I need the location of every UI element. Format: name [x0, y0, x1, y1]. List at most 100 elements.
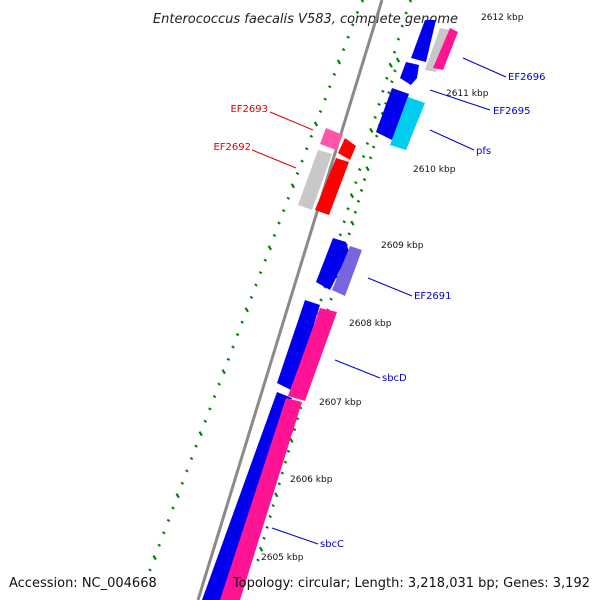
gene-EF2693-red[interactable]: [338, 138, 356, 160]
genome-title: Enterococcus faecalis V583, complete gen…: [153, 12, 458, 27]
label-EF2691[interactable]: EF2691: [414, 291, 452, 302]
tick-mark: [338, 233, 343, 237]
tick-mark: [377, 102, 381, 106]
scale-label-2611: 2611 kbp: [446, 89, 489, 99]
tick-mark: [387, 90, 391, 95]
tick-mark: [290, 183, 296, 189]
gene-sbcC-forward[interactable]: [202, 392, 292, 600]
tick-mark: [319, 298, 323, 302]
tick-mark: [194, 444, 198, 448]
tick-mark: [189, 456, 194, 461]
gene-EF2692-red[interactable]: [315, 158, 349, 215]
tick-mark: [365, 166, 370, 172]
gene-EF2692-gray[interactable]: [298, 150, 332, 210]
connector-EF2691: [367, 277, 413, 297]
tick-mark: [332, 72, 337, 76]
connector-EF2695: [429, 89, 491, 111]
tick-mark: [244, 307, 249, 313]
tick-mark: [265, 525, 269, 530]
tick-mark: [347, 232, 352, 236]
tick-mark: [336, 59, 342, 65]
gene-sbcD-reverse[interactable]: [288, 308, 337, 401]
gene-sbcD-forward[interactable]: [277, 300, 320, 391]
scale-label-2606: 2606 kbp: [290, 475, 333, 485]
tick-mark: [354, 180, 358, 185]
topology-text: Topology: circular; Length: 3,218,031 bp…: [232, 576, 590, 591]
gene-pfs-cyan[interactable]: [390, 97, 425, 150]
tick-mark: [361, 154, 366, 159]
tick-mark: [267, 245, 272, 251]
tick-mark: [157, 543, 161, 547]
tick-mark: [365, 141, 370, 146]
tick-guides: [148, 0, 413, 576]
tick-mark: [268, 514, 272, 519]
label-EF2696[interactable]: EF2696: [508, 72, 546, 83]
tick-mark: [359, 188, 364, 193]
gene-EF2696-gray[interactable]: [425, 28, 450, 72]
tick-mark: [152, 555, 157, 561]
gene-pfs-blue[interactable]: [376, 88, 409, 140]
tick-mark: [341, 47, 346, 52]
tick-mark: [300, 159, 304, 163]
gene-EF2695[interactable]: [400, 62, 419, 85]
accession-text: Accession: NC_004668: [9, 576, 157, 591]
gene-EF2691-blue[interactable]: [316, 238, 349, 290]
tick-mark: [274, 492, 279, 498]
tick-mark: [346, 207, 350, 211]
label-sbcD[interactable]: sbcD: [382, 373, 407, 384]
tick-mark: [217, 382, 221, 386]
connector-sbcC: [271, 527, 319, 545]
tick-mark: [373, 115, 377, 120]
label-EF2695[interactable]: EF2695: [493, 106, 531, 117]
tick-mark: [351, 23, 355, 27]
tick-mark: [385, 76, 389, 80]
tick-mark: [350, 220, 355, 226]
gene-EF2691-purple[interactable]: [332, 246, 362, 296]
tick-mark: [393, 69, 397, 73]
tick-mark: [289, 437, 294, 444]
tick-mark: [271, 504, 275, 508]
tick-mark: [249, 295, 254, 300]
gene-EF2696-blue[interactable]: [411, 20, 436, 62]
gene-features: [202, 20, 458, 600]
label-pfs[interactable]: pfs: [476, 146, 491, 157]
tick-mark: [368, 156, 373, 160]
gene-EF2696-pink[interactable]: [433, 28, 458, 70]
connector-EF2693: [269, 111, 314, 131]
tick-mark: [171, 506, 175, 510]
tick-mark: [286, 449, 291, 453]
tick-mark: [263, 258, 267, 262]
tick-mark: [327, 85, 332, 89]
tick-mark: [360, 0, 365, 3]
scale-labels: 2612 kbp 2611 kbp 2610 kbp 2609 kbp 2608…: [261, 13, 524, 563]
tick-mark: [355, 10, 360, 15]
tick-mark: [392, 50, 397, 54]
scale-label-2610: 2610 kbp: [413, 165, 456, 175]
label-sbcC[interactable]: sbcC: [320, 539, 344, 550]
tick-mark: [262, 536, 266, 540]
tick-mark: [212, 394, 217, 399]
label-EF2692[interactable]: EF2692: [213, 142, 251, 153]
gene-sbcC-reverse[interactable]: [220, 398, 302, 600]
tick-mark: [162, 531, 166, 535]
scale-label-2609: 2609 kbp: [381, 241, 424, 251]
tick-mark: [356, 199, 361, 203]
tick-mark: [309, 134, 314, 138]
label-connectors: [251, 57, 507, 545]
tick-mark: [258, 270, 263, 275]
tick-mark: [226, 357, 231, 361]
label-EF2693[interactable]: EF2693: [230, 104, 268, 115]
tick-mark: [357, 167, 362, 172]
tick-mark: [353, 210, 358, 214]
tick-mark: [362, 177, 367, 182]
tick-mark: [381, 89, 385, 93]
genome-backbone: [196, 0, 384, 600]
tick-mark: [203, 419, 208, 423]
tick-mark: [286, 196, 291, 200]
gene-EF2693-pink[interactable]: [320, 128, 343, 150]
connector-EF2692: [251, 149, 297, 169]
scale-label-2605: 2605 kbp: [261, 553, 304, 563]
tick-mark: [408, 0, 413, 3]
tick-mark: [283, 460, 288, 464]
